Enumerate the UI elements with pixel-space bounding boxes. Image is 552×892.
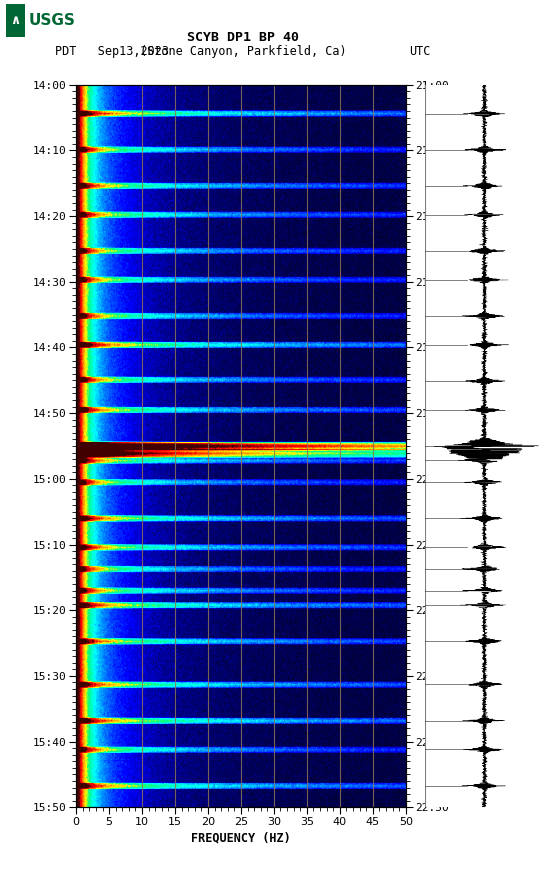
Bar	[6, 4, 25, 37]
Text: PDT   Sep13,2023: PDT Sep13,2023	[55, 45, 169, 58]
Text: (Stone Canyon, Parkfield, Ca): (Stone Canyon, Parkfield, Ca)	[140, 45, 346, 58]
Text: UTC: UTC	[409, 45, 430, 58]
X-axis label: FREQUENCY (HZ): FREQUENCY (HZ)	[191, 831, 291, 844]
Text: USGS: USGS	[29, 13, 76, 28]
Text: SCYB DP1 BP 40: SCYB DP1 BP 40	[187, 31, 299, 44]
Text: ∧: ∧	[10, 14, 20, 27]
